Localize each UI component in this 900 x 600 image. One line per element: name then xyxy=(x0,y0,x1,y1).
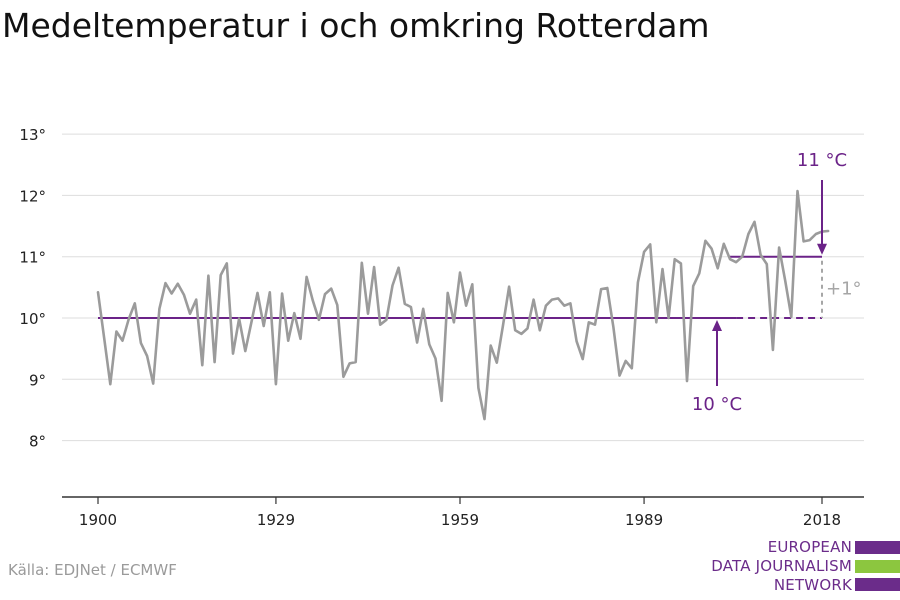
edjnet-logo: EUROPEAN DATA JOURNALISM NETWORK xyxy=(700,538,900,596)
x-axis xyxy=(62,496,864,504)
annotation-labels: 10 °C 11 °C +1° xyxy=(692,150,862,415)
y-tick-label: 10° xyxy=(19,310,46,328)
logo-bar-2 xyxy=(855,560,900,573)
arrow-11-head xyxy=(817,243,827,255)
x-tick-label: 1989 xyxy=(625,511,663,529)
x-tick-label: 1900 xyxy=(79,511,117,529)
y-tick-label: 8° xyxy=(29,433,46,451)
label-10-c: 10 °C xyxy=(692,394,742,415)
logo-bar-1 xyxy=(855,541,900,554)
logo-line-2: DATA JOURNALISM xyxy=(711,557,852,575)
y-tick-label: 11° xyxy=(19,249,46,267)
y-tick-label: 13° xyxy=(19,126,46,144)
label-delta: +1° xyxy=(826,278,862,299)
source-note: Källa: EDJNet / ECMWF xyxy=(8,561,177,579)
logo-bar-3 xyxy=(855,578,900,591)
x-tick-label: 1929 xyxy=(257,511,295,529)
x-tick-label: 1959 xyxy=(441,511,479,529)
x-axis-tick-labels: 1900 1929 1959 1989 2018 xyxy=(79,511,841,529)
chart-title: Medeltemperatur i och omkring Rotterdam xyxy=(2,6,710,45)
temperature-line xyxy=(96,189,830,421)
y-tick-label: 12° xyxy=(19,187,46,205)
x-tick-label: 2018 xyxy=(803,511,841,529)
y-tick-label: 9° xyxy=(29,371,46,389)
logo-line-1: EUROPEAN xyxy=(767,538,852,556)
label-11-c: 11 °C xyxy=(797,150,847,171)
y-axis-tick-labels: 8° 9° 10° 11° 12° 13° xyxy=(19,126,46,451)
arrow-10-head xyxy=(712,320,722,331)
logo-line-3: NETWORK xyxy=(773,576,852,594)
temperature-series xyxy=(96,189,830,421)
